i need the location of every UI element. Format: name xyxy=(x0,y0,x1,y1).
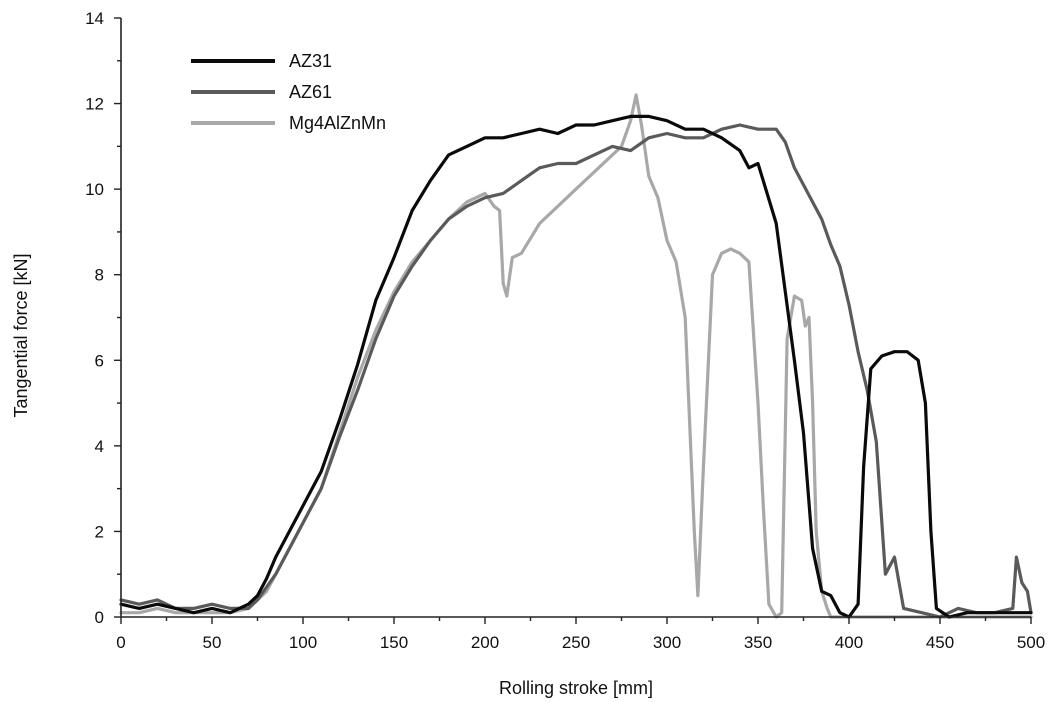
y-tick-label: 8 xyxy=(95,266,104,285)
x-tick-label: 400 xyxy=(835,633,863,652)
y-tick-label: 14 xyxy=(85,9,104,28)
y-tick-label: 12 xyxy=(85,95,104,114)
y-tick-label: 0 xyxy=(95,608,104,627)
legend-label: Mg4AlZnMn xyxy=(289,113,386,133)
y-axis-title: Tangential force [kN] xyxy=(11,253,31,417)
legend-label: AZ31 xyxy=(289,51,332,71)
x-tick-label: 350 xyxy=(744,633,772,652)
x-tick-label: 150 xyxy=(380,633,408,652)
x-tick-label: 100 xyxy=(289,633,317,652)
y-tick-label: 4 xyxy=(95,437,104,456)
series-layer xyxy=(119,93,1033,619)
x-axis-title: Rolling stroke [mm] xyxy=(499,678,653,698)
ticks-layer: 0 50 100 150 200 250 300 350 400 450 500 0 2 4 6 8 10 12 1… xyxy=(85,9,1045,652)
y-tick-label: 2 xyxy=(95,522,104,541)
x-tick-label: 300 xyxy=(653,633,681,652)
axes-layer xyxy=(120,18,1031,618)
series-line-mg4alznmn xyxy=(119,93,1033,619)
y-tick-label: 10 xyxy=(85,180,104,199)
series-line-az31 xyxy=(119,114,1033,619)
legend-label: AZ61 xyxy=(289,82,332,102)
x-tick-label: 450 xyxy=(926,633,954,652)
series-line-az61 xyxy=(119,123,1033,619)
legend: AZ31 AZ61 Mg4AlZnMn xyxy=(191,51,386,133)
x-tick-label: 0 xyxy=(116,633,125,652)
x-tick-label: 250 xyxy=(562,633,590,652)
x-tick-label: 200 xyxy=(471,633,499,652)
x-tick-label: 50 xyxy=(203,633,222,652)
y-tick-label: 6 xyxy=(95,351,104,370)
x-tick-label: 500 xyxy=(1017,633,1045,652)
